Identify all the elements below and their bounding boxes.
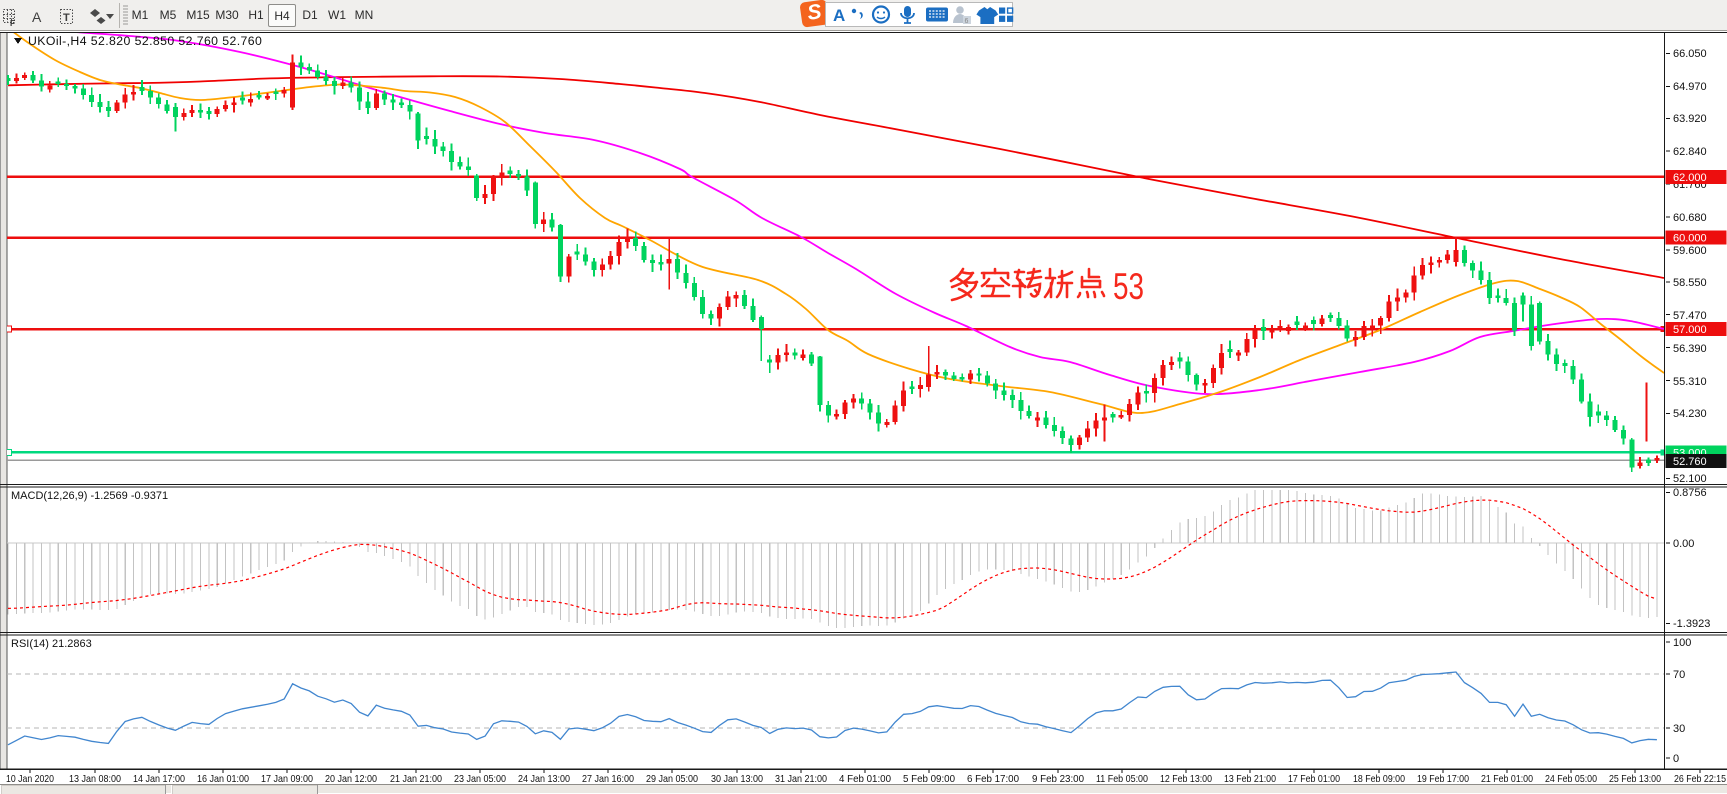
svg-text:57.000: 57.000	[1673, 324, 1707, 336]
svg-text:26 Feb 22:15: 26 Feb 22:15	[1674, 774, 1726, 785]
svg-text:6: 6	[965, 18, 969, 25]
svg-text:30 Jan 13:00: 30 Jan 13:00	[711, 774, 763, 785]
svg-text:4 Feb 01:00: 4 Feb 01:00	[839, 774, 891, 785]
svg-text:T: T	[63, 12, 70, 24]
svg-text:MACD(12,26,9) -1.2569 -0.9371: MACD(12,26,9) -1.2569 -0.9371	[11, 490, 168, 502]
svg-text:16 Jan 01:00: 16 Jan 01:00	[197, 774, 249, 785]
svg-text:0: 0	[1673, 753, 1679, 765]
svg-text:27 Jan 16:00: 27 Jan 16:00	[582, 774, 634, 785]
svg-text:19 Feb 17:00: 19 Feb 17:00	[1417, 774, 1469, 785]
svg-text:A: A	[32, 9, 42, 25]
svg-text:70: 70	[1673, 669, 1685, 681]
svg-text:5 Feb 09:00: 5 Feb 09:00	[903, 774, 955, 785]
svg-text:UKOil-,H4 52.820 52.850 52.76: UKOil-,H4 52.820 52.850 52.760 52.760	[28, 34, 262, 48]
svg-text:13 Jan 08:00: 13 Jan 08:00	[69, 774, 121, 785]
svg-text:29 Jan 05:00: 29 Jan 05:00	[646, 774, 698, 785]
svg-text:24 Jan 13:00: 24 Jan 13:00	[518, 774, 570, 785]
svg-text:17 Jan 09:00: 17 Jan 09:00	[261, 774, 313, 785]
svg-text:20 Jan 12:00: 20 Jan 12:00	[325, 774, 377, 785]
svg-text:14 Jan 17:00: 14 Jan 17:00	[133, 774, 185, 785]
svg-text:13 Feb 21:00: 13 Feb 21:00	[1224, 774, 1276, 785]
svg-text:31 Jan 21:00: 31 Jan 21:00	[775, 774, 827, 785]
svg-text:30: 30	[1673, 723, 1685, 735]
svg-text:11 Feb 05:00: 11 Feb 05:00	[1096, 774, 1148, 785]
svg-text:66.050: 66.050	[1673, 48, 1707, 60]
svg-text:F: F	[10, 19, 15, 28]
svg-text:52.760: 52.760	[1673, 456, 1707, 468]
svg-text:52.100: 52.100	[1673, 473, 1707, 485]
svg-text:54.230: 54.230	[1673, 408, 1707, 420]
svg-text:23 Jan 05:00: 23 Jan 05:00	[454, 774, 506, 785]
svg-text:21 Feb 01:00: 21 Feb 01:00	[1481, 774, 1533, 785]
svg-text:24 Feb 05:00: 24 Feb 05:00	[1545, 774, 1597, 785]
svg-text:17 Feb 01:00: 17 Feb 01:00	[1288, 774, 1340, 785]
svg-text:55.310: 55.310	[1673, 376, 1707, 388]
svg-text:21 Jan 21:00: 21 Jan 21:00	[390, 774, 442, 785]
svg-text:9 Feb 23:00: 9 Feb 23:00	[1032, 774, 1084, 785]
svg-text:18 Feb 09:00: 18 Feb 09:00	[1353, 774, 1405, 785]
svg-text:64.970: 64.970	[1673, 81, 1707, 93]
svg-text:60.000: 60.000	[1673, 233, 1707, 245]
svg-text:63.920: 63.920	[1673, 113, 1707, 125]
svg-text:6 Feb 17:00: 6 Feb 17:00	[967, 774, 1019, 785]
svg-text:56.390: 56.390	[1673, 343, 1707, 355]
svg-text:0.8756: 0.8756	[1673, 487, 1707, 499]
svg-text:58.550: 58.550	[1673, 277, 1707, 289]
svg-text:-1.3923: -1.3923	[1673, 618, 1710, 630]
svg-text:100: 100	[1673, 637, 1691, 649]
svg-text:12 Feb 13:00: 12 Feb 13:00	[1160, 774, 1212, 785]
svg-text:62.840: 62.840	[1673, 146, 1707, 158]
svg-text:59.600: 59.600	[1673, 245, 1707, 257]
svg-text:10 Jan 2020: 10 Jan 2020	[6, 774, 54, 785]
svg-text:60.680: 60.680	[1673, 212, 1707, 224]
svg-text:RSI(14) 21.2863: RSI(14) 21.2863	[11, 638, 92, 650]
svg-text:A: A	[833, 6, 845, 25]
svg-text:62.000: 62.000	[1673, 172, 1707, 184]
svg-text:0.00: 0.00	[1673, 538, 1694, 550]
svg-text:53: 53	[1113, 266, 1144, 307]
svg-text:57.470: 57.470	[1673, 310, 1707, 322]
svg-text:25 Feb 13:00: 25 Feb 13:00	[1609, 774, 1661, 785]
